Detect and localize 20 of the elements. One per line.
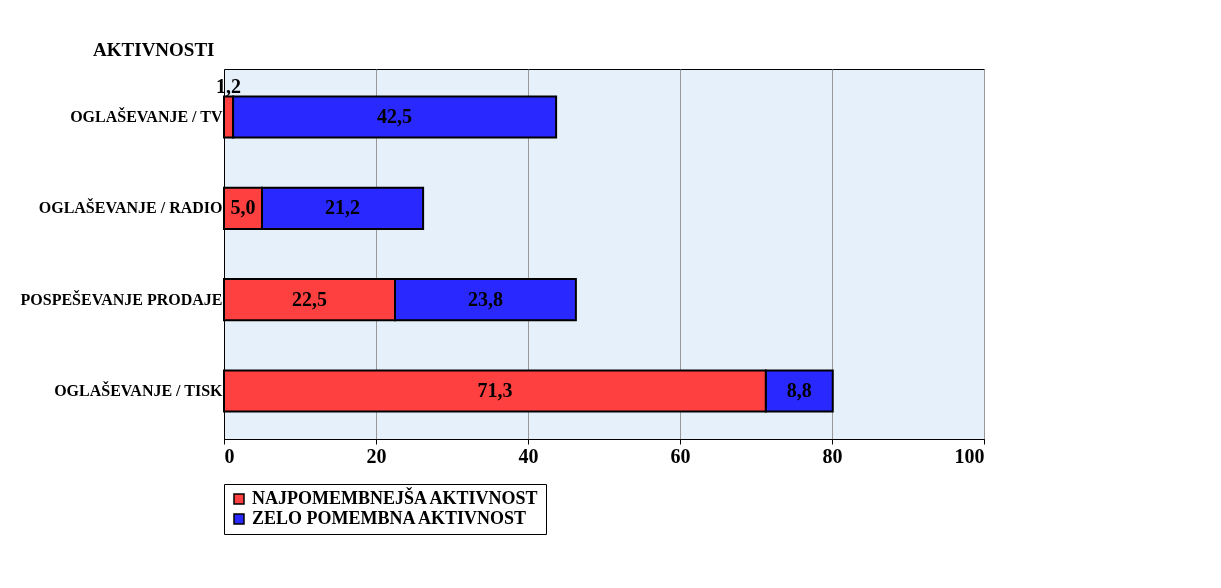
x-tick-label: 100 — [954, 444, 985, 467]
x-tick-label: 20 — [366, 444, 387, 467]
data-label: 22,5 — [292, 287, 327, 310]
data-label: 71,3 — [477, 379, 513, 402]
x-tick-label: 40 — [518, 444, 539, 467]
x-tick-label: 80 — [822, 444, 843, 467]
data-label: 23,8 — [467, 287, 503, 310]
y-axis-title: AKTIVNOSTI — [93, 38, 215, 60]
data-label: 42,5 — [377, 104, 413, 127]
data-label: 21,2 — [325, 196, 361, 219]
y-tick-label: OGLAŠEVANJE / TV — [70, 106, 223, 125]
data-label: 5,0 — [230, 196, 256, 219]
y-tick-label: POSPEŠEVANJE PRODAJE — [20, 289, 223, 308]
x-tick-label: 60 — [670, 444, 691, 467]
x-tick-label: 0 — [224, 444, 235, 467]
legend-label: ZELO POMEMBNA AKTIVNOST — [252, 508, 527, 528]
data-label: 8,8 — [786, 379, 812, 402]
y-tick-label: OGLAŠEVANJE / RADIO — [38, 198, 223, 217]
legend-label: NAJPOMEMBNEJŠA AKTIVNOST — [252, 487, 538, 508]
y-tick-label: OGLAŠEVANJE / TISK — [54, 381, 224, 400]
